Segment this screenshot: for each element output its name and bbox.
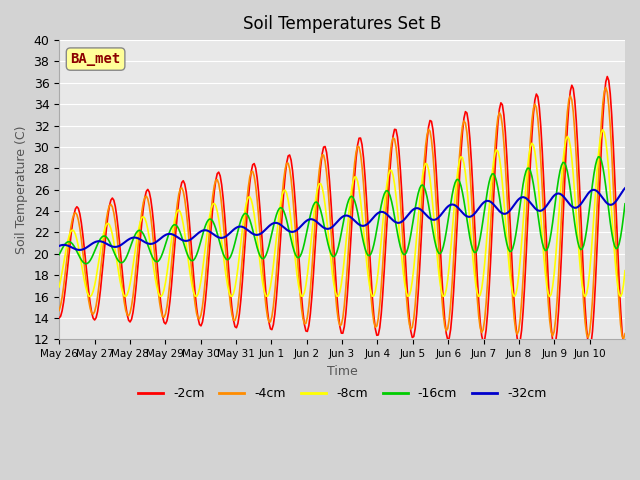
X-axis label: Time: Time bbox=[326, 365, 358, 378]
Legend: -2cm, -4cm, -8cm, -16cm, -32cm: -2cm, -4cm, -8cm, -16cm, -32cm bbox=[133, 382, 551, 405]
Y-axis label: Soil Temperature (C): Soil Temperature (C) bbox=[15, 125, 28, 254]
Title: Soil Temperatures Set B: Soil Temperatures Set B bbox=[243, 15, 441, 33]
Text: BA_met: BA_met bbox=[70, 52, 121, 66]
